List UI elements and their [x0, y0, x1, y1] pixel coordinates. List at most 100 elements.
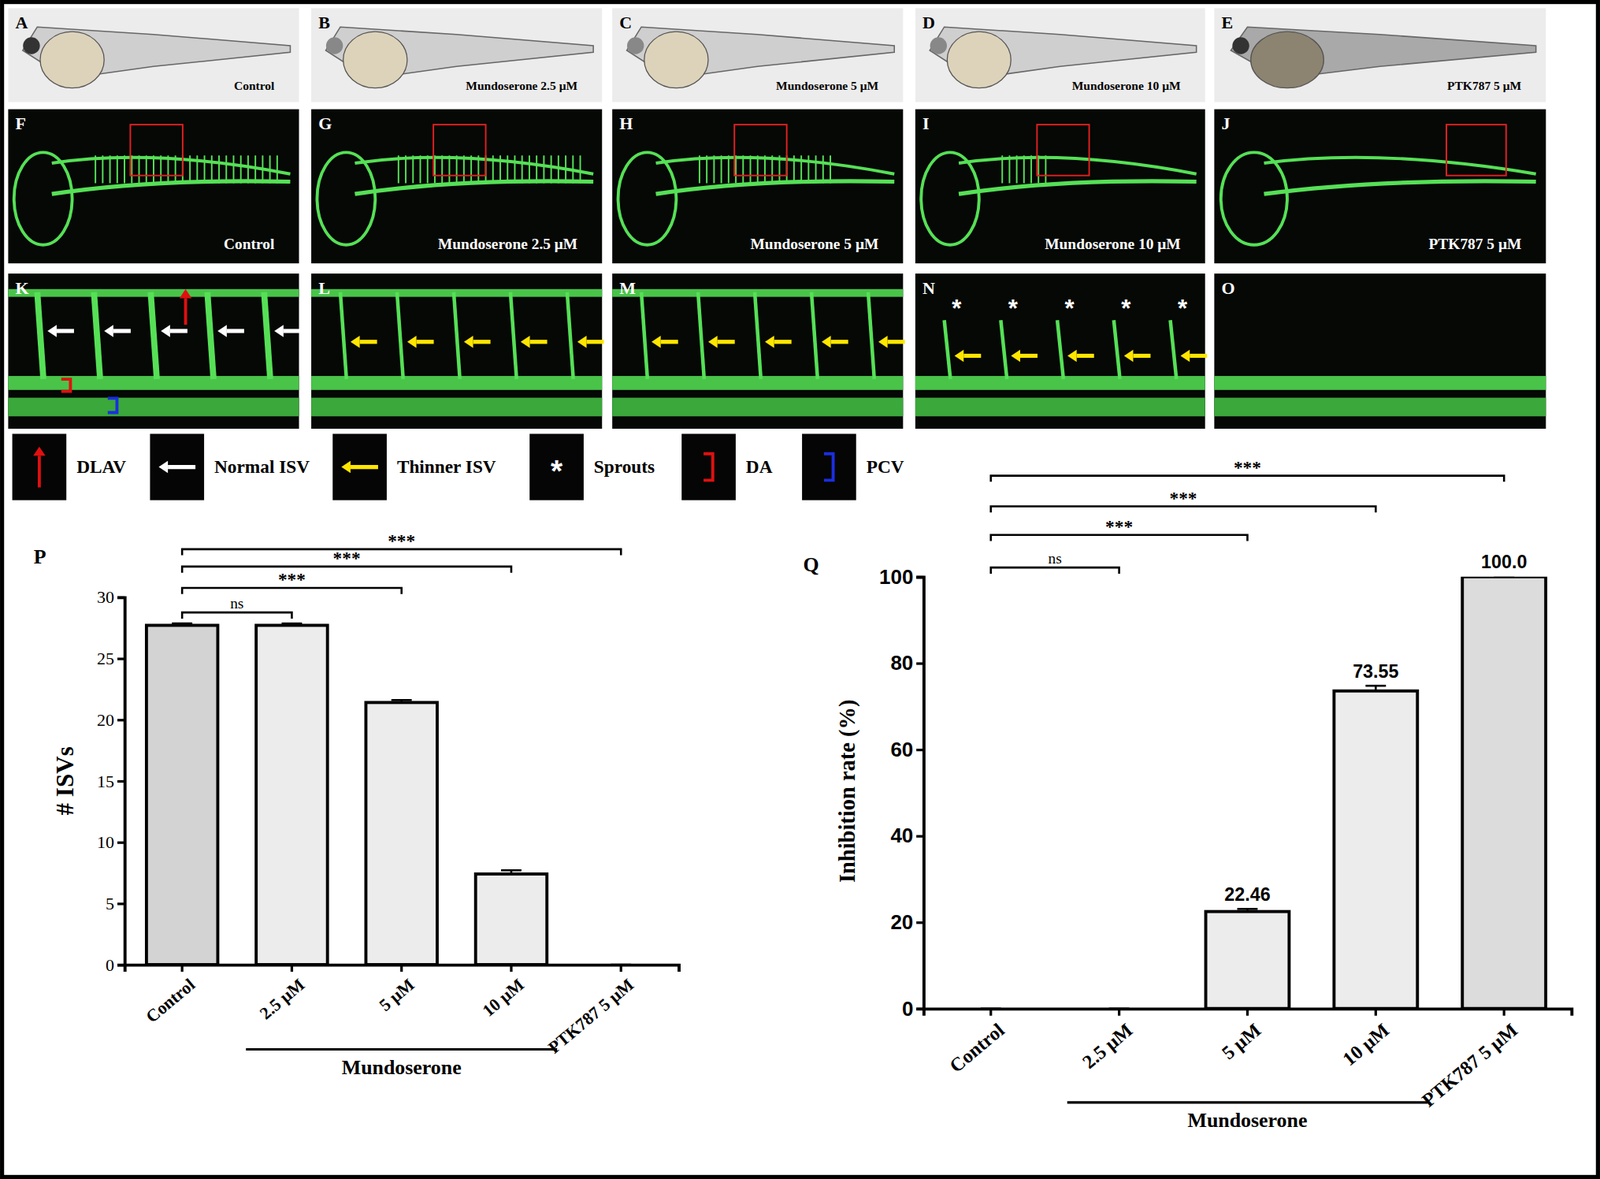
significance-label: ns — [1048, 549, 1062, 567]
tick-label: 0 — [105, 954, 115, 975]
tick: 20 — [96, 709, 125, 730]
tick-label: Control — [945, 1018, 1009, 1077]
tick-label: Control — [141, 974, 199, 1027]
key-item: DA — [681, 433, 773, 500]
arrow-shaft — [831, 339, 849, 344]
vessel-isv — [829, 155, 832, 183]
vessel-isv — [1044, 155, 1047, 183]
tick-label: 2.5 μM — [256, 973, 309, 1023]
vessel-dlav — [958, 157, 1197, 175]
vessel-isv — [1000, 319, 1007, 379]
arrow-head — [1067, 349, 1077, 363]
figure: A Control BMundoserone 2.5 μMCMundoserone … — [0, 0, 1600, 1179]
tick: PTK787 5 μM — [1418, 1008, 1523, 1111]
vessel-isv — [247, 155, 249, 183]
panel-label: Control — [223, 235, 275, 253]
vessel-isv — [807, 155, 810, 183]
tick-label: PTK787 5 μM — [1418, 1018, 1523, 1111]
vessel-isv — [712, 155, 715, 183]
key-item: *Sprouts — [529, 433, 655, 500]
vessel-pcv — [915, 397, 1206, 417]
arrow-head — [350, 335, 361, 349]
data-label: 100.0 — [1481, 551, 1527, 572]
significance: *** — [991, 516, 1248, 541]
vessel-isv — [211, 155, 213, 183]
tick-mark — [117, 963, 125, 966]
vessel-pcv — [311, 397, 602, 417]
arrow-shaft — [473, 339, 491, 344]
image-panel: FControl — [7, 109, 299, 264]
arrow-head — [651, 335, 661, 349]
tick-mark — [117, 718, 125, 721]
key-label: PCV — [866, 456, 905, 477]
vessel-da — [311, 375, 602, 390]
error-bar — [1493, 576, 1515, 578]
vessel-isv — [641, 292, 648, 379]
vessel-isv — [778, 155, 780, 183]
image-panel: JPTK787 5 μM — [1213, 109, 1546, 264]
zoom-box — [129, 124, 182, 176]
key-item: Normal ISV — [149, 433, 310, 500]
vessel-isv — [822, 155, 825, 183]
arrow-shaft — [113, 328, 131, 333]
arrow-head — [179, 289, 193, 299]
embryo-yolk — [946, 31, 1011, 88]
arrow-head — [464, 335, 474, 349]
vessel-isv — [1057, 319, 1064, 379]
panel-letter: K — [14, 278, 29, 298]
tick-mark — [117, 596, 125, 599]
panel-background — [612, 7, 903, 102]
tick: 10 μM — [478, 964, 528, 1021]
image-panel: M — [612, 273, 905, 429]
image-panel: CMundoserone 5 μM — [612, 7, 903, 102]
bar — [1206, 911, 1290, 1009]
vessel-isv — [101, 155, 104, 183]
vessel-isv — [579, 155, 582, 183]
tick: 100 — [879, 565, 924, 588]
vessel-dlav — [1264, 157, 1537, 175]
tick: 80 — [890, 651, 924, 674]
panel-label: Mundoserone 5 μM — [750, 235, 880, 253]
arrow-head — [47, 324, 57, 338]
zoom-box — [433, 124, 486, 176]
panel-background — [311, 109, 602, 264]
arrow-shaft — [530, 339, 548, 344]
vessel-isv — [1016, 155, 1018, 183]
panel-letter: D — [922, 12, 936, 33]
arrow-shaft — [37, 455, 41, 487]
vessel-isv — [150, 292, 157, 379]
panel-letter: N — [922, 278, 936, 298]
image-panel: BMundoserone 2.5 μM — [311, 7, 602, 102]
arrow-shaft — [963, 353, 981, 358]
tick-label: 5 — [105, 893, 115, 914]
vessel-isv — [800, 155, 802, 183]
panel-letter: A — [14, 12, 28, 33]
embryo-eye — [1232, 37, 1249, 54]
arrow-head — [103, 324, 114, 338]
panel-label: Control — [233, 78, 275, 93]
vessel-isv — [240, 155, 242, 183]
bar — [365, 701, 438, 965]
tick-label: 10 μM — [1338, 1018, 1393, 1070]
y-axis: 020406080100 — [879, 565, 925, 1020]
embryo-yolk — [40, 31, 104, 88]
arrow-head — [708, 335, 718, 349]
bracket-icon — [107, 397, 118, 413]
zoom-box — [1036, 124, 1089, 176]
bracket-icon — [824, 453, 834, 481]
vessel-isv — [506, 155, 509, 183]
vessel-dlav — [656, 157, 895, 175]
vessel-isv — [749, 155, 752, 183]
vessel-head — [14, 152, 73, 245]
vessel-isv — [204, 155, 206, 183]
panel-background — [7, 7, 299, 102]
tick-mark — [989, 1008, 992, 1016]
tick: 0 — [902, 997, 924, 1020]
tick: 15 — [96, 771, 125, 791]
vessel-isv — [550, 155, 553, 183]
tick-label: 10 — [96, 831, 115, 852]
error-cap — [171, 622, 193, 625]
tick-mark — [509, 964, 513, 972]
vessel-isv — [742, 155, 744, 183]
tick: Control — [945, 1008, 1009, 1077]
